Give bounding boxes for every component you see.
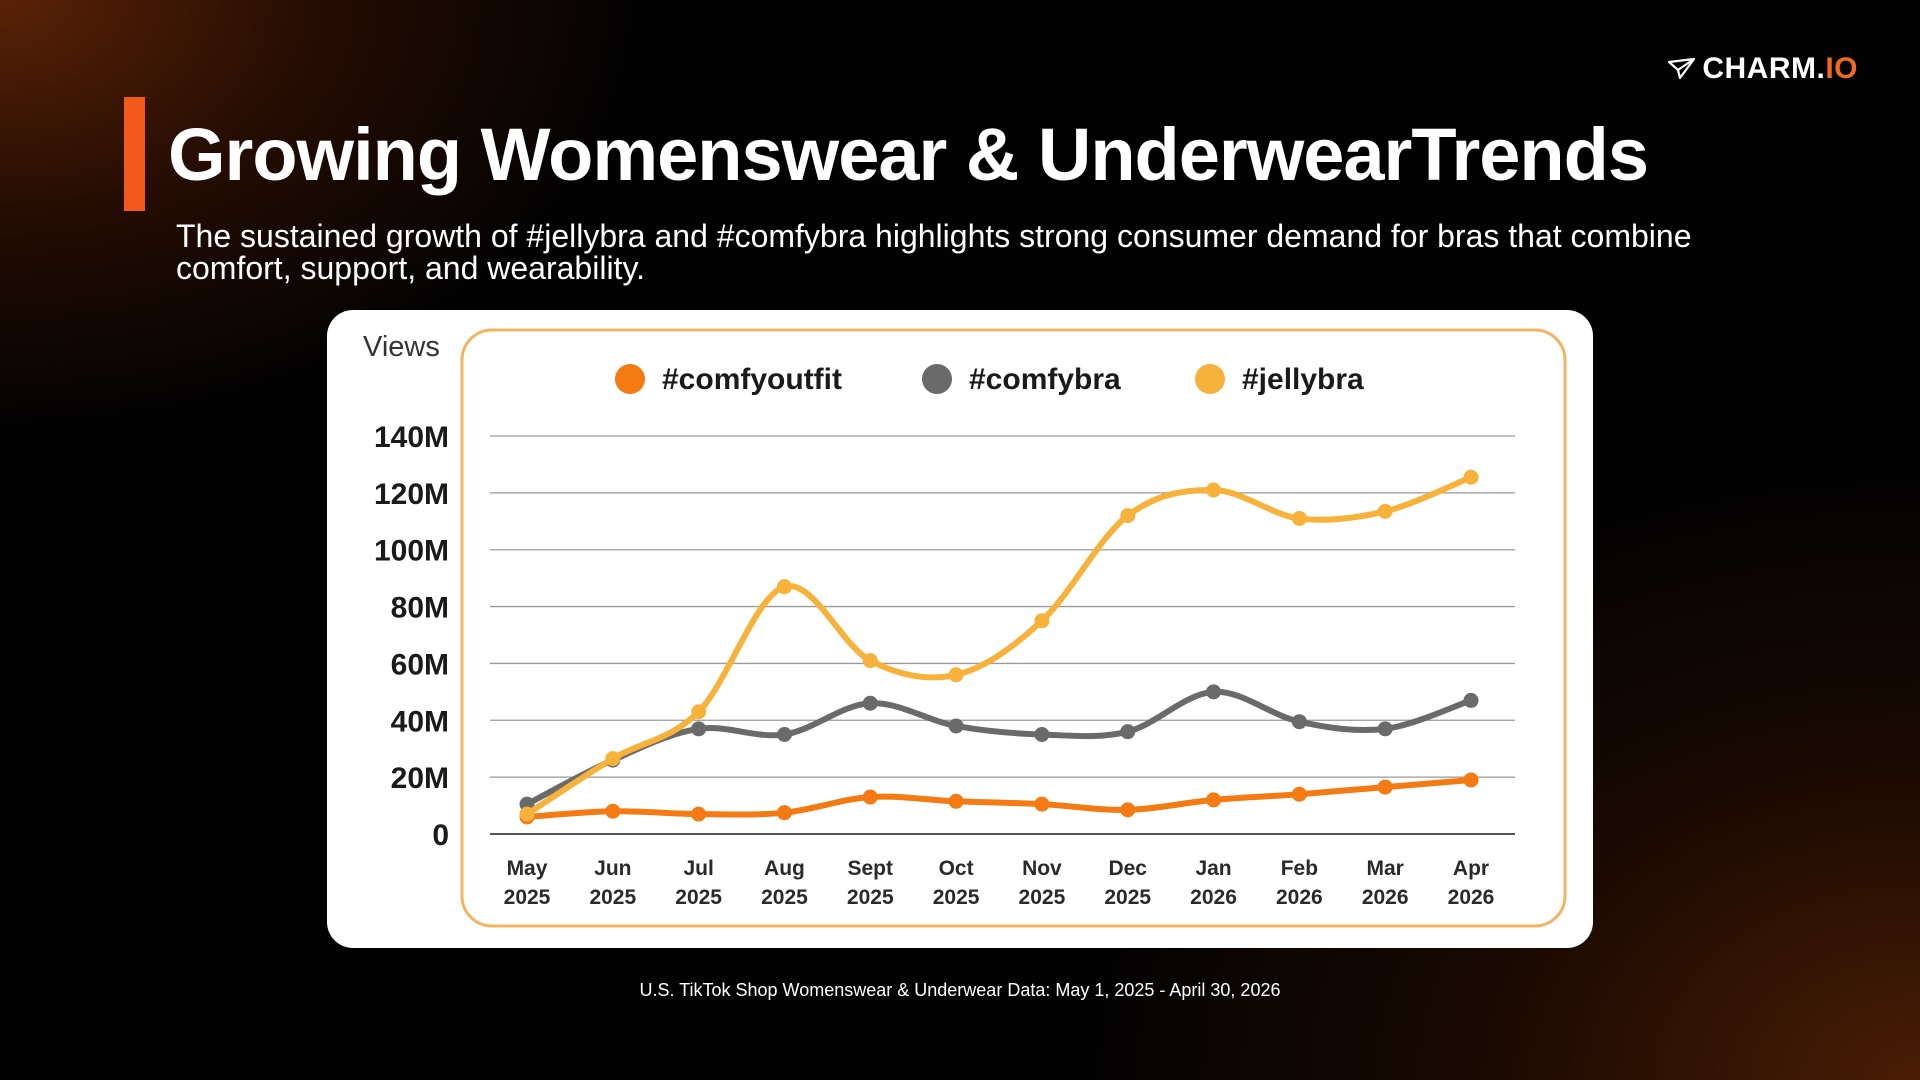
- data-point-comfybra: [1377, 721, 1393, 737]
- data-point-jellybra: [691, 704, 707, 720]
- plot-panel: [460, 328, 1567, 928]
- x-tick-year-label: 2025: [847, 886, 894, 909]
- x-tick-year-label: 2026: [1276, 886, 1323, 909]
- data-point-comfyoutfit: [948, 793, 964, 809]
- data-point-jellybra: [605, 751, 621, 767]
- x-tick-year-label: 2025: [504, 886, 551, 909]
- data-point-comfyoutfit: [1377, 779, 1393, 795]
- data-point-comfyoutfit: [1120, 802, 1136, 818]
- y-tick-label: 60M: [391, 648, 449, 681]
- brand-name-main: CHARM.: [1702, 52, 1826, 85]
- x-tick-label: Dec: [1108, 857, 1147, 880]
- data-point-jellybra: [1034, 613, 1050, 629]
- x-tick-year-label: 2025: [589, 886, 636, 909]
- x-tick-label: Feb: [1281, 857, 1318, 880]
- legend-label: #jellybra: [1242, 363, 1364, 396]
- data-point-comfybra: [1034, 727, 1050, 742]
- y-tick-label: 0: [432, 819, 449, 852]
- x-tick-year-label: 2026: [1362, 886, 1409, 909]
- legend-label: #comfyoutfit: [662, 363, 842, 396]
- y-tick-label: 140M: [374, 421, 449, 454]
- brand-logo: CHARM.IO: [1668, 52, 1858, 86]
- x-tick-label: Jan: [1195, 857, 1231, 880]
- legend-swatch: [922, 364, 952, 394]
- page-subtitle: The sustained growth of #jellybra and #c…: [176, 218, 1692, 286]
- x-tick-label: Nov: [1022, 857, 1062, 880]
- chart-legend: #comfyoutfit #comfybra #jellybra: [615, 363, 1364, 396]
- x-tick-year-label: 2025: [1104, 886, 1151, 909]
- y-tick-label: 100M: [374, 535, 449, 568]
- x-tick-year-label: 2025: [1019, 886, 1066, 909]
- data-point-jellybra: [1206, 482, 1222, 498]
- data-point-comfybra: [776, 727, 792, 742]
- x-tick-label: Sept: [848, 857, 894, 880]
- grid-lines: [490, 435, 1515, 835]
- chart-card: Views 0 20M 40M 60M 80M 100M 120M 140M May 2025 J…: [327, 310, 1593, 948]
- y-tick-label: 40M: [391, 705, 449, 738]
- brand-name-suffix: IO: [1825, 52, 1858, 85]
- data-point-comfyoutfit: [605, 803, 621, 819]
- data-point-comfybra: [1291, 714, 1307, 730]
- data-point-jellybra: [776, 579, 792, 595]
- x-tick-year-label: 2026: [1448, 886, 1495, 909]
- data-point-jellybra: [1377, 503, 1393, 519]
- legend-swatch: [615, 364, 645, 394]
- brand-name: CHARM.IO: [1702, 52, 1858, 86]
- x-tick-year-label: 2025: [761, 886, 808, 909]
- data-point-comfyoutfit: [1291, 786, 1307, 802]
- y-tick-label: 20M: [391, 762, 449, 795]
- y-tick-label: 120M: [374, 478, 449, 511]
- x-tick-label: Oct: [939, 857, 974, 880]
- data-point-comfyoutfit: [1034, 796, 1050, 812]
- y-tick-label: 80M: [391, 592, 449, 625]
- x-tick-label: Aug: [764, 857, 805, 880]
- data-point-comfybra: [691, 721, 707, 737]
- data-point-comfybra: [1120, 724, 1136, 740]
- x-tick-label: Jul: [683, 857, 713, 880]
- x-tick-label: Jun: [594, 857, 631, 880]
- y-axis-label: Views: [363, 331, 440, 363]
- x-tick-year-label: 2025: [675, 886, 722, 909]
- paper-plane-icon: [1668, 58, 1696, 80]
- x-tick-label: May: [507, 857, 548, 880]
- data-point-comfyoutfit: [776, 805, 792, 821]
- data-point-comfyoutfit: [1206, 792, 1222, 808]
- data-point-comfybra: [862, 695, 878, 711]
- data-point-jellybra: [948, 667, 964, 683]
- x-tick-label: Mar: [1367, 857, 1404, 880]
- title-accent-bar: [124, 97, 145, 211]
- data-source-note: U.S. TikTok Shop Womenswear & Underwear …: [639, 980, 1281, 1000]
- legend-label: #comfybra: [969, 363, 1121, 396]
- y-axis-ticks: 0 20M 40M 60M 80M 100M 120M 140M: [374, 421, 449, 852]
- series-layer: [519, 469, 1479, 825]
- data-point-comfyoutfit: [691, 806, 707, 822]
- x-tick-year-label: 2026: [1190, 886, 1237, 909]
- data-point-comfybra: [1463, 692, 1479, 708]
- x-tick-label: Apr: [1453, 857, 1489, 880]
- data-point-comfybra: [948, 718, 964, 734]
- data-point-jellybra: [1120, 508, 1136, 524]
- page-title: Growing Womenswear & UnderwearTrends: [168, 113, 1649, 196]
- legend-swatch: [1195, 364, 1225, 394]
- x-axis-ticks: May 2025 Jun 2025 Jul 2025 Aug 2025 Sept 2025 Oct 2…: [504, 857, 1495, 909]
- data-point-comfyoutfit: [862, 789, 878, 805]
- data-point-jellybra: [1463, 469, 1479, 485]
- data-point-comfyoutfit: [1463, 772, 1479, 788]
- x-tick-year-label: 2025: [933, 886, 980, 909]
- data-point-comfybra: [1206, 684, 1222, 700]
- data-point-jellybra: [862, 653, 878, 669]
- line-chart: Views 0 20M 40M 60M 80M 100M 120M 140M May 2025 J…: [363, 328, 1567, 928]
- data-point-jellybra: [519, 806, 535, 822]
- data-point-jellybra: [1291, 510, 1307, 526]
- series-line-comfyoutfit: [524, 776, 1474, 820]
